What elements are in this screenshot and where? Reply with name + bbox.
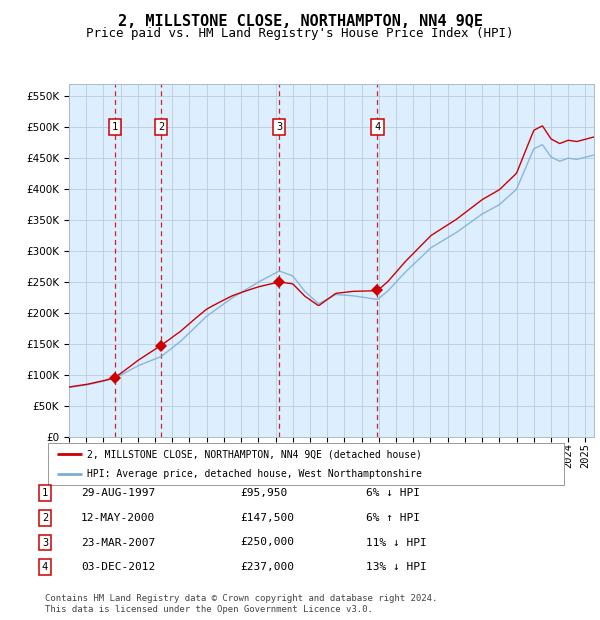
Text: 2, MILLSTONE CLOSE, NORTHAMPTON, NN4 9QE (detached house): 2, MILLSTONE CLOSE, NORTHAMPTON, NN4 9QE… — [86, 449, 422, 459]
Text: £95,950: £95,950 — [240, 488, 287, 498]
Text: Price paid vs. HM Land Registry's House Price Index (HPI): Price paid vs. HM Land Registry's House … — [86, 27, 514, 40]
Text: 1: 1 — [112, 122, 118, 132]
Text: 12-MAY-2000: 12-MAY-2000 — [81, 513, 155, 523]
Text: 4: 4 — [374, 122, 380, 132]
Text: 11% ↓ HPI: 11% ↓ HPI — [366, 538, 427, 547]
Text: 4: 4 — [42, 562, 48, 572]
Text: 3: 3 — [42, 538, 48, 547]
Text: 3: 3 — [276, 122, 283, 132]
Text: 6% ↓ HPI: 6% ↓ HPI — [366, 488, 420, 498]
Text: 03-DEC-2012: 03-DEC-2012 — [81, 562, 155, 572]
Text: 2: 2 — [42, 513, 48, 523]
Text: HPI: Average price, detached house, West Northamptonshire: HPI: Average price, detached house, West… — [86, 469, 422, 479]
Text: This data is licensed under the Open Government Licence v3.0.: This data is licensed under the Open Gov… — [45, 604, 373, 614]
Text: £237,000: £237,000 — [240, 562, 294, 572]
Text: £147,500: £147,500 — [240, 513, 294, 523]
Text: £250,000: £250,000 — [240, 538, 294, 547]
Text: 1: 1 — [42, 488, 48, 498]
Text: 2, MILLSTONE CLOSE, NORTHAMPTON, NN4 9QE: 2, MILLSTONE CLOSE, NORTHAMPTON, NN4 9QE — [118, 14, 482, 29]
Text: 6% ↑ HPI: 6% ↑ HPI — [366, 513, 420, 523]
Text: 13% ↓ HPI: 13% ↓ HPI — [366, 562, 427, 572]
Text: 2: 2 — [158, 122, 164, 132]
Text: Contains HM Land Registry data © Crown copyright and database right 2024.: Contains HM Land Registry data © Crown c… — [45, 593, 437, 603]
Text: 23-MAR-2007: 23-MAR-2007 — [81, 538, 155, 547]
Text: 29-AUG-1997: 29-AUG-1997 — [81, 488, 155, 498]
